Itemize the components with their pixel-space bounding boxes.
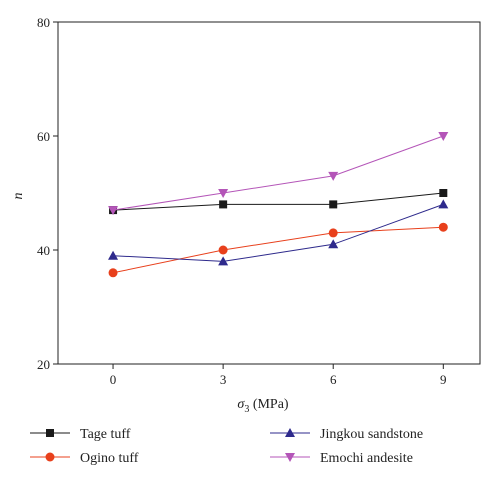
x-tick-label: 3 — [220, 372, 227, 387]
data-point — [218, 189, 229, 198]
y-axis-label: n — [11, 193, 26, 200]
y-tick-label: 60 — [37, 129, 50, 144]
x-tick-label: 9 — [440, 372, 447, 387]
series-0 — [109, 189, 448, 215]
legend-marker — [285, 428, 295, 437]
data-point — [439, 189, 448, 197]
x-axis-label-unit: (MPa) — [249, 397, 289, 412]
data-point — [328, 171, 339, 181]
series-3 — [108, 132, 449, 216]
data-point — [108, 250, 119, 260]
legend: Tage tuff Ogino tuff Jingkou sandstone Emoc… — [30, 427, 423, 466]
data-point — [438, 199, 449, 209]
legend-item: Ogino tuff — [30, 451, 139, 466]
data-point — [328, 239, 339, 249]
x-axis-label: σ3 (MPa) — [237, 397, 289, 415]
x-axis-label-subscript: 3 — [244, 404, 249, 415]
legend-label: Jingkou sandstone — [320, 427, 423, 442]
data-point — [328, 228, 338, 238]
y-tick-label: 40 — [37, 243, 50, 258]
data-point — [438, 222, 448, 232]
x-tick-label: 0 — [110, 372, 117, 387]
legend-marker — [285, 453, 295, 462]
legend-label: Emochi andesite — [320, 451, 413, 466]
series-line — [112, 135, 444, 211]
data-point — [218, 245, 228, 255]
plot-frame-group — [57, 21, 481, 365]
series-2 — [108, 199, 449, 266]
plot-frame — [57, 21, 481, 365]
data-point — [108, 206, 119, 216]
legend-marker — [45, 452, 55, 462]
series-line — [113, 203, 444, 262]
data-point — [219, 200, 228, 209]
y-tick-label: 80 — [37, 15, 50, 30]
series-line — [112, 226, 444, 274]
y-tick-label: 20 — [37, 357, 50, 372]
data-point — [438, 132, 449, 141]
data-point — [218, 256, 229, 266]
x-tick-label: 6 — [330, 372, 337, 387]
legend-item: Jingkou sandstone — [270, 427, 423, 442]
legend-item: Emochi andesite — [270, 451, 413, 466]
x-axis-label-symbol: σ — [237, 397, 245, 412]
series-1 — [108, 222, 448, 278]
legend-label: Tage tuff — [80, 427, 131, 442]
data-point — [329, 200, 338, 209]
series-line — [113, 192, 444, 211]
legend-label: Ogino tuff — [80, 451, 139, 466]
series-group — [108, 132, 449, 278]
legend-item: Tage tuff — [30, 427, 131, 442]
legend-marker — [46, 429, 54, 437]
data-point — [108, 268, 118, 278]
ticks-group: 0 3 6 9 20 40 60 80 — [37, 15, 447, 387]
